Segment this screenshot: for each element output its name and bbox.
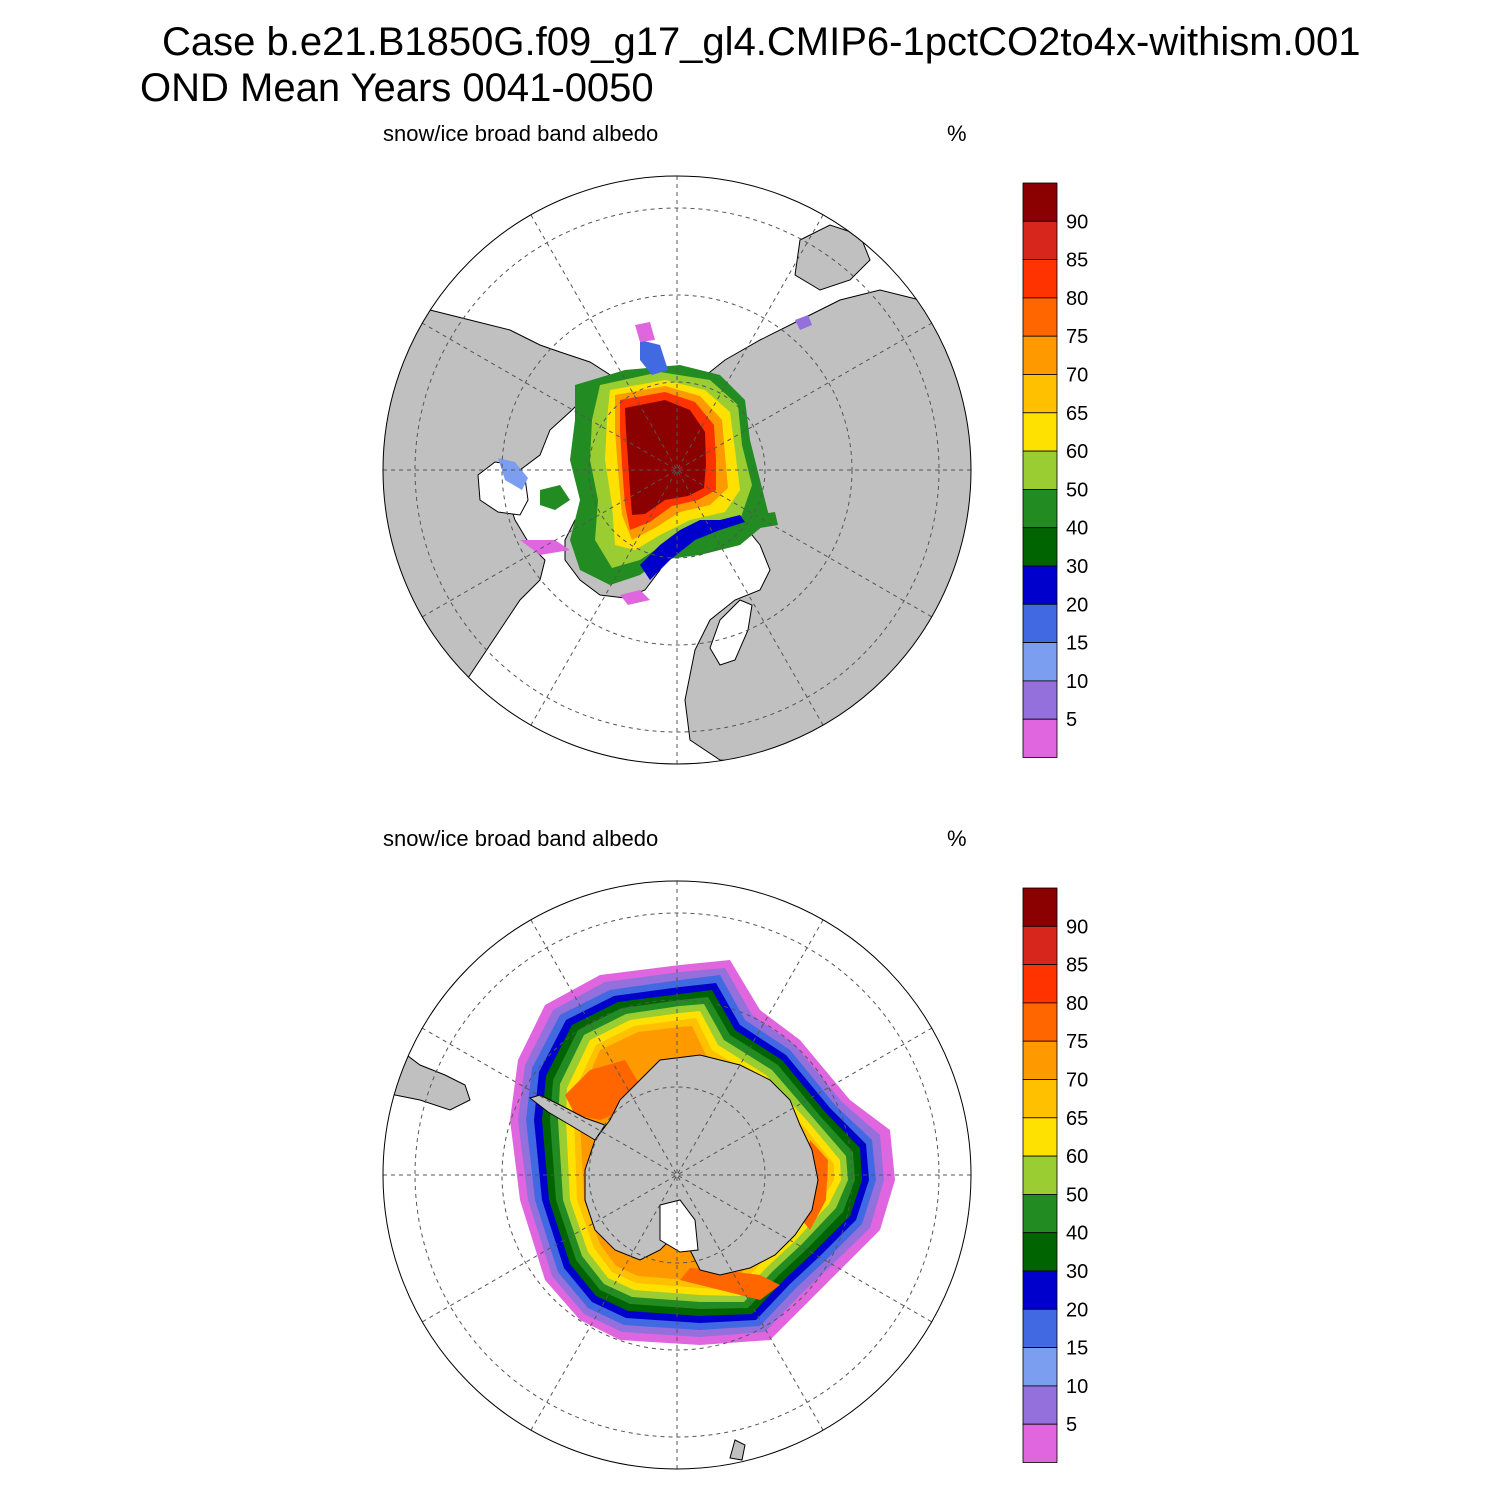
colorbar-north-tick-label: 5: [1066, 709, 1077, 731]
colorbar-north-swatch-1: [1022, 220, 1058, 261]
ice-edge-blue-greenland: [640, 515, 745, 580]
colorbar-south-swatch-2: [1022, 964, 1058, 1004]
colorbar-south-swatch-6: [1022, 1117, 1058, 1157]
ice-edge-blue-baffin: [640, 340, 668, 375]
colorbar-north-swatch-12: [1022, 642, 1058, 682]
antarctic-sea-ice-field: [383, 960, 895, 1461]
colorbar-north: 90 85 80 75 70 65 60 50 40 30 20 15 10 5: [1022, 182, 1088, 758]
colorbar-south-swatch-3: [1022, 1002, 1058, 1042]
colorbar-south-swatch-12: [1022, 1347, 1058, 1387]
colorbar-north-swatch-4: [1022, 335, 1058, 375]
colorbar-north-tick-label: 65: [1066, 403, 1088, 425]
colorbar-north-tick-label: 90: [1066, 211, 1088, 233]
colorbar-north-swatch-9: [1022, 527, 1058, 567]
colorbar-north-tick-label: 10: [1066, 671, 1088, 693]
colorbar-north-swatch-6: [1022, 412, 1058, 452]
colorbar-south-tick-label: 15: [1066, 1338, 1088, 1360]
colorbar-north-tick-label: 50: [1066, 479, 1088, 501]
colorbar-north-swatch-11: [1022, 603, 1058, 643]
arctic-graticule: [383, 176, 971, 764]
colorbar-north-swatch-5: [1022, 374, 1058, 414]
antarctic-map-border: [382, 880, 972, 1470]
figure-title-period: OND Mean Years 0041-0050: [140, 66, 654, 110]
colorbar-south-tick-label: 75: [1066, 1031, 1088, 1053]
arctic-map-border: [382, 175, 972, 765]
island-southern-africa: [729, 1439, 746, 1461]
colorbar-south-tick-label: 50: [1066, 1184, 1088, 1206]
ice-edge-green-labrador: [540, 485, 570, 510]
colorbar-south: 90 85 80 75 70 65 60 50 40 30 20 15 10 5: [1022, 887, 1088, 1463]
colorbar-south-swatch-10: [1022, 1270, 1058, 1310]
colorbar-north-swatch-2: [1022, 259, 1058, 299]
colorbar-north-tick-label: 85: [1066, 250, 1088, 272]
colorbar-south-swatch-8: [1022, 1194, 1058, 1234]
colorbar-south-tick-label: 30: [1066, 1261, 1088, 1283]
colorbar-north-swatch-13: [1022, 680, 1058, 720]
colorbar-north-tick-label: 15: [1066, 633, 1088, 655]
colorbar-north-swatch-14: [1022, 718, 1058, 758]
baltic-sea: [709, 599, 753, 666]
ice-edge-blue-hudson: [498, 458, 528, 490]
colorbar-south-swatch-1: [1022, 925, 1058, 965]
ice-edge-purple-okhotsk: [795, 315, 812, 330]
colorbar-north-tick-label: 80: [1066, 288, 1088, 310]
antarctic-peninsula-land: [528, 1094, 606, 1141]
north-panel-units-label: %: [947, 121, 967, 146]
colorbar-south-tick-label: 90: [1066, 916, 1088, 938]
arctic-map: [382, 175, 972, 765]
colorbar-south-tick-label: 85: [1066, 955, 1088, 977]
arctic-sea-ice-field: [498, 315, 812, 605]
colorbar-south-tick-label: 70: [1066, 1070, 1088, 1092]
ice-band-redorange-ross: [680, 1268, 780, 1300]
colorbar-north-tick-label: 40: [1066, 518, 1088, 540]
antarctic-graticule: [383, 881, 971, 1469]
ice-edge-green-kara: [755, 512, 778, 528]
colorbar-south-tick-label: 5: [1066, 1414, 1077, 1436]
colorbar-north-swatch-0: [1022, 182, 1058, 222]
colorbar-south-tick-label: 60: [1066, 1146, 1088, 1168]
ice-edge-pink-labrador: [520, 540, 570, 555]
south-panel-units-label: %: [947, 826, 967, 851]
colorbar-north-swatch-3: [1022, 297, 1058, 337]
antarctica-land: [584, 1054, 819, 1276]
colorbar-south-swatch-4: [1022, 1040, 1058, 1080]
colorbar-south-tick-label: 80: [1066, 993, 1088, 1015]
colorbar-south-swatch-9: [1022, 1232, 1058, 1272]
colorbar-north-tick-label: 30: [1066, 556, 1088, 578]
colorbar-north-tick-label: 70: [1066, 365, 1088, 387]
south-panel-variable-label: snow/ice broad band albedo: [383, 826, 659, 851]
colorbar-north-swatch-10: [1022, 565, 1058, 605]
ross-ice-shelf: [659, 1199, 699, 1253]
colorbar-south-tick-label: 65: [1066, 1108, 1088, 1130]
colorbar-south-swatch-0: [1022, 887, 1058, 927]
figure-title-case: Case b.e21.B1850G.f09_g17_gl4.CMIP6-1pct…: [162, 20, 1361, 64]
ice-edge-pink-greenland: [620, 590, 650, 605]
colorbar-south-tick-label: 10: [1066, 1376, 1088, 1398]
colorbar-north-swatch-8: [1022, 488, 1058, 529]
colorbar-south-swatch-11: [1022, 1308, 1058, 1349]
colorbar-south-swatch-13: [1022, 1385, 1058, 1425]
colorbar-south-swatch-5: [1022, 1079, 1058, 1119]
colorbar-north-tick-label: 60: [1066, 441, 1088, 463]
north-panel-variable-label: snow/ice broad band albedo: [383, 121, 659, 146]
antarctic-map: [382, 880, 972, 1470]
colorbar-south-tick-label: 40: [1066, 1223, 1088, 1245]
ice-edge-pink-baffin: [635, 322, 655, 342]
colorbar-south-swatch-14: [1022, 1423, 1058, 1463]
colorbar-north-swatch-7: [1022, 450, 1058, 490]
colorbar-north-tick-label: 75: [1066, 326, 1088, 348]
colorbar-south-swatch-7: [1022, 1155, 1058, 1195]
colorbar-north-tick-label: 20: [1066, 594, 1088, 616]
colorbar-south-tick-label: 20: [1066, 1299, 1088, 1321]
